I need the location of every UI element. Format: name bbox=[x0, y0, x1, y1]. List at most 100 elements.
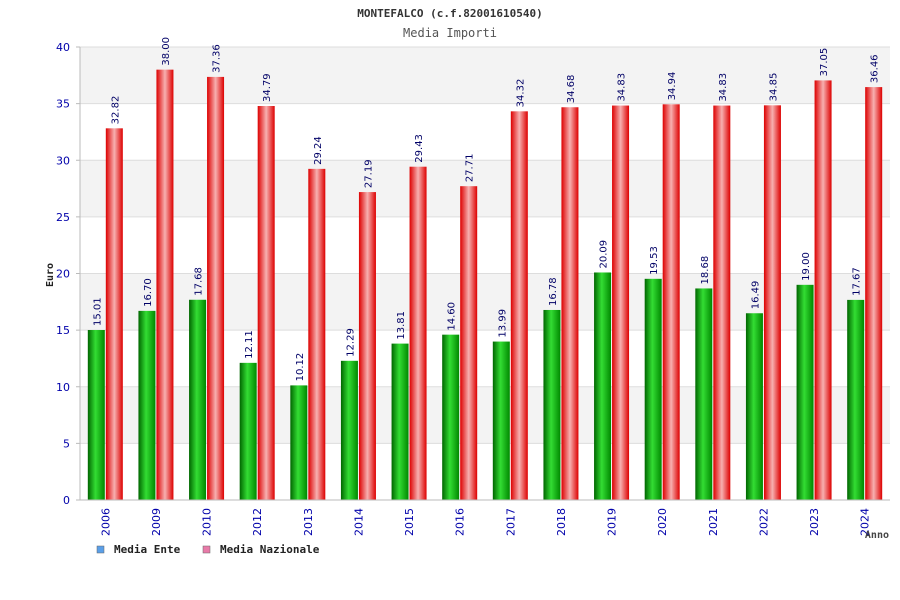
x-tick-label: 2020 bbox=[656, 508, 669, 536]
bar-series bbox=[87, 69, 883, 501]
bar-value-label: 36.46 bbox=[870, 54, 881, 83]
y-tick-label: 35 bbox=[56, 98, 70, 111]
bar-value-label: 34.83 bbox=[718, 73, 729, 102]
bar-media-ente bbox=[745, 313, 763, 500]
x-tick-label: 2016 bbox=[454, 508, 467, 536]
chart-subtitle: Media Importi bbox=[403, 26, 497, 40]
x-tick-label: 2023 bbox=[808, 508, 821, 536]
bar-value-label: 12.11 bbox=[244, 330, 255, 359]
bar-value-label: 16.78 bbox=[548, 277, 559, 306]
bar-media-nazionale bbox=[865, 87, 883, 500]
bar-media-ente bbox=[239, 362, 257, 500]
y-tick-label: 15 bbox=[56, 324, 70, 337]
bar-value-label: 15.01 bbox=[92, 297, 103, 326]
bar-value-label: 18.68 bbox=[700, 256, 711, 285]
x-tick-label: 2013 bbox=[302, 508, 315, 536]
bar-value-label: 34.68 bbox=[566, 75, 577, 104]
bar-media-ente bbox=[695, 288, 713, 500]
x-tick-label: 2021 bbox=[707, 508, 720, 536]
bar-value-label: 12.29 bbox=[345, 328, 356, 357]
bar-media-nazionale bbox=[207, 76, 225, 500]
bar-media-ente bbox=[847, 299, 865, 500]
bar-media-ente bbox=[340, 360, 358, 500]
bar-value-label: 17.68 bbox=[194, 267, 205, 296]
bar-media-ente bbox=[543, 309, 561, 500]
y-axis-ticks: 0 5 10 15 20 25 30 35 40 bbox=[56, 41, 80, 507]
bar-value-label: 27.19 bbox=[363, 159, 374, 188]
y-tick-label: 0 bbox=[63, 494, 70, 507]
bar-media-nazionale bbox=[713, 105, 731, 501]
bar-value-label: 19.53 bbox=[649, 246, 660, 275]
chart-title: MONTEFALCO (c.f.82001610540) bbox=[357, 7, 542, 20]
bar-value-label: 14.60 bbox=[447, 302, 458, 331]
bar-value-label: 29.43 bbox=[414, 134, 425, 163]
y-tick-label: 30 bbox=[56, 154, 70, 167]
bar-value-label: 34.32 bbox=[515, 79, 526, 108]
bar-media-ente bbox=[594, 272, 612, 500]
x-tick-label: 2024 bbox=[859, 508, 872, 536]
bar-media-nazionale bbox=[156, 69, 174, 501]
x-tick-label: 2017 bbox=[504, 508, 517, 536]
y-tick-label: 25 bbox=[56, 211, 70, 224]
bar-media-nazionale bbox=[763, 105, 781, 500]
x-tick-label: 2022 bbox=[757, 508, 770, 536]
bar-media-nazionale bbox=[662, 104, 680, 500]
x-tick-label: 2009 bbox=[150, 508, 163, 536]
bar-value-label: 19.00 bbox=[801, 252, 812, 281]
bar-media-nazionale bbox=[105, 128, 123, 500]
bar-value-label: 13.81 bbox=[396, 311, 407, 340]
x-tick-label: 2012 bbox=[251, 508, 264, 536]
bar-value-label: 10.12 bbox=[295, 353, 306, 382]
x-axis-ticks: 2006 2009 2010 2012 2013 2014 2015 2016 2017 2018… bbox=[99, 508, 871, 536]
bar-media-ente bbox=[391, 343, 409, 500]
bar-media-ente bbox=[87, 330, 105, 500]
bar-media-ente bbox=[442, 334, 460, 500]
x-tick-label: 2014 bbox=[352, 508, 365, 536]
bar-value-label: 34.79 bbox=[262, 73, 273, 102]
bar-media-ente bbox=[644, 278, 662, 500]
bar-value-label: 16.70 bbox=[143, 278, 154, 307]
x-tick-label: 2019 bbox=[606, 508, 619, 536]
bar-media-ente bbox=[290, 385, 308, 500]
legend-label-media-nazionale: Media Nazionale bbox=[220, 543, 320, 556]
bar-media-ente bbox=[492, 341, 510, 500]
bar-value-label: 29.24 bbox=[313, 136, 324, 165]
bar-media-nazionale bbox=[814, 80, 832, 500]
bar-value-label: 17.67 bbox=[852, 267, 863, 296]
y-tick-label: 20 bbox=[56, 268, 70, 281]
legend: Media Ente Media Nazionale bbox=[96, 543, 320, 556]
y-tick-label: 10 bbox=[56, 381, 70, 394]
bar-value-label: 34.83 bbox=[617, 73, 628, 102]
bar-media-ente bbox=[796, 284, 814, 500]
x-tick-label: 2010 bbox=[201, 508, 214, 536]
x-tick-label: 2018 bbox=[555, 508, 568, 536]
x-tick-label: 2006 bbox=[99, 508, 112, 536]
bar-media-nazionale bbox=[510, 111, 528, 501]
bar-media-nazionale bbox=[257, 106, 275, 501]
bar-media-nazionale bbox=[358, 192, 376, 501]
y-tick-label: 40 bbox=[56, 41, 70, 54]
bar-media-nazionale bbox=[612, 105, 630, 501]
bar-media-nazionale bbox=[409, 166, 427, 500]
bar-value-label: 34.85 bbox=[768, 73, 779, 102]
bar-media-ente bbox=[189, 299, 207, 500]
bar-value-label: 16.49 bbox=[750, 281, 761, 310]
bar-value-label: 37.05 bbox=[819, 48, 830, 77]
y-tick-label: 5 bbox=[63, 437, 70, 450]
bar-value-label: 20.09 bbox=[599, 240, 610, 269]
bar-value-label: 37.36 bbox=[212, 44, 223, 73]
bar-value-label: 13.99 bbox=[497, 309, 508, 338]
x-tick-label: 2015 bbox=[403, 508, 416, 536]
legend-swatch-media-nazionale bbox=[202, 545, 211, 554]
bar-value-label: 27.71 bbox=[465, 154, 476, 183]
bar-media-ente bbox=[138, 310, 156, 500]
y-axis-label: Euro bbox=[45, 263, 56, 287]
bar-media-nazionale bbox=[308, 168, 326, 500]
bar-media-nazionale bbox=[460, 186, 478, 500]
legend-swatch-media-ente bbox=[96, 545, 105, 554]
legend-label-media-ente: Media Ente bbox=[114, 543, 181, 556]
x-axis-label: Anno bbox=[865, 530, 889, 541]
bar-value-label: 32.82 bbox=[110, 96, 121, 125]
bar-value-label: 34.94 bbox=[667, 72, 678, 101]
